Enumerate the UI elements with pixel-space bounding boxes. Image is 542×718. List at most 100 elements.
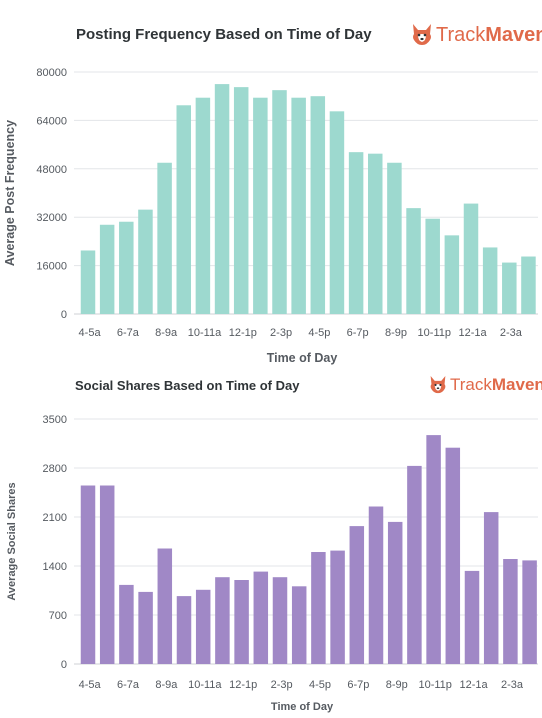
bar-11a-12p [214, 84, 230, 314]
x-tick-label: 10-11a [188, 679, 222, 691]
bar-5-6a [99, 485, 115, 664]
social-shares-chart: 0 700 1400 2100 2800 3500 4-5a 6-7a 8-9a 10-11a 12… [6, 414, 538, 713]
bar-6-7p [348, 152, 364, 314]
bar-6-7a [119, 221, 134, 314]
x-tick-label: 2-3a [500, 327, 523, 339]
bar-12-1a [463, 203, 479, 314]
bar-3-4p [291, 586, 307, 664]
bar-4-5p [311, 552, 326, 664]
bar-8-9a [157, 548, 173, 664]
x-tick-label: 6-7a [117, 327, 140, 339]
bar-10-11a [195, 97, 211, 315]
bar-4-5a [80, 250, 96, 314]
y-tick-label: 2100 [43, 512, 67, 524]
bar-7-8a [138, 209, 153, 314]
chart-title: Posting Frequency Based on Time of Day [76, 26, 372, 43]
logo-text-light: Track [436, 23, 486, 46]
y-tick-label: 64000 [36, 115, 67, 127]
bar-11p-12a [445, 447, 461, 664]
y-tick-label: 0 [61, 659, 67, 671]
x-tick-label: 12-1p [229, 679, 257, 691]
logo-text: TrackMaven [450, 375, 542, 395]
bar-11a-12p [215, 577, 230, 664]
bar-2-3p [272, 90, 287, 315]
bar-1-2a [482, 247, 498, 314]
x-tick-label: 6-7a [117, 679, 140, 691]
bar-5-6p [330, 550, 345, 664]
logo-text-bold: Maven [491, 375, 542, 394]
y-tick-label: 700 [49, 610, 67, 622]
bar-5-6a [99, 224, 115, 314]
bar-7-8p [368, 506, 384, 664]
x-tick-label: 8-9a [155, 679, 178, 691]
bar-2-3p [272, 577, 288, 664]
bar-3-4a [521, 256, 536, 314]
bar-1-2p [253, 97, 268, 315]
bar-6-7p [349, 526, 365, 664]
x-tick-label: 4-5p [309, 679, 331, 691]
y-tick-label: 1400 [43, 561, 67, 573]
x-tick-label: 8-9p [386, 679, 408, 691]
bar-8-9p [387, 521, 403, 664]
bar-3-4a [522, 560, 537, 664]
logo-text: TrackMaven [436, 24, 542, 47]
bar-12-1a [464, 570, 480, 664]
x-tick-label: 12-1a [459, 327, 488, 339]
logo-text-light: Track [450, 375, 492, 394]
bar-8-9a [157, 162, 172, 314]
bar-10-11a [195, 589, 211, 664]
bar-4-5p [310, 96, 326, 314]
y-tick-label: 3500 [43, 414, 67, 426]
y-tick-label: 80000 [36, 67, 67, 79]
bar-9-10p [407, 465, 422, 664]
bar-7-8p [368, 153, 383, 314]
x-tick-label: 10-11p [418, 679, 451, 691]
bar-8-9p [387, 162, 402, 314]
logo-text-bold: Maven [485, 23, 542, 46]
trackmaven-logo: TrackMaven [429, 372, 542, 398]
x-tick-label: 10-11p [418, 327, 451, 339]
y-axis-title: Average Post Frequency [3, 120, 17, 266]
bar-9-10p [406, 208, 421, 314]
bar-12-1p [234, 580, 249, 664]
bar-10-11p [425, 218, 440, 314]
chart-title: Social Shares Based on Time of Day [75, 378, 300, 393]
x-tick-label: 6-7p [347, 679, 369, 691]
x-tick-label: 12-1p [229, 327, 257, 339]
bar-2-3a [503, 559, 518, 664]
social-shares-panel: Social Shares Based on Time of Day Track… [0, 372, 542, 718]
posting-frequency-panel: Posting Frequency Based on Time of Day T… [3, 19, 542, 366]
x-tick-label: 12-1a [460, 679, 489, 691]
posting-frequency-chart: 0 16000 32000 48000 64000 80000 4-5a 6-7a 8-9a 10… [3, 67, 538, 365]
y-tick-label: 48000 [36, 164, 67, 176]
bar-2-3a [502, 262, 517, 314]
bar-11p-12a [444, 235, 460, 314]
x-axis-title: Time of Day [271, 701, 334, 713]
bar-9-10a [176, 596, 192, 664]
x-tick-label: 2-3p [270, 327, 292, 339]
trackmaven-logo: TrackMaven [411, 19, 542, 51]
x-tick-label: 2-3p [271, 679, 293, 691]
x-tick-label: 4-5a [79, 327, 102, 339]
y-tick-label: 16000 [36, 261, 67, 273]
x-tick-label: 10-11a [188, 327, 222, 339]
bar-1-2a [483, 512, 499, 664]
x-tick-label: 4-5a [79, 679, 102, 691]
y-tick-label: 2800 [43, 463, 67, 475]
x-tick-label: 6-7p [347, 327, 369, 339]
bar-6-7a [119, 584, 134, 664]
bar-1-2p [253, 571, 269, 664]
y-tick-label: 0 [61, 309, 67, 321]
x-tick-label: 4-5p [308, 327, 330, 339]
bar-3-4p [291, 97, 306, 315]
x-tick-label: 8-9a [155, 327, 178, 339]
bar-10-11p [426, 435, 441, 664]
bar-9-10a [176, 105, 191, 315]
bar-5-6p [329, 111, 345, 314]
x-tick-label: 8-9p [385, 327, 407, 339]
x-axis-title: Time of Day [267, 351, 338, 365]
bar-7-8a [138, 591, 153, 664]
x-tick-label: 2-3a [501, 679, 524, 691]
bar-4-5a [80, 485, 96, 664]
bar-12-1p [233, 87, 249, 314]
